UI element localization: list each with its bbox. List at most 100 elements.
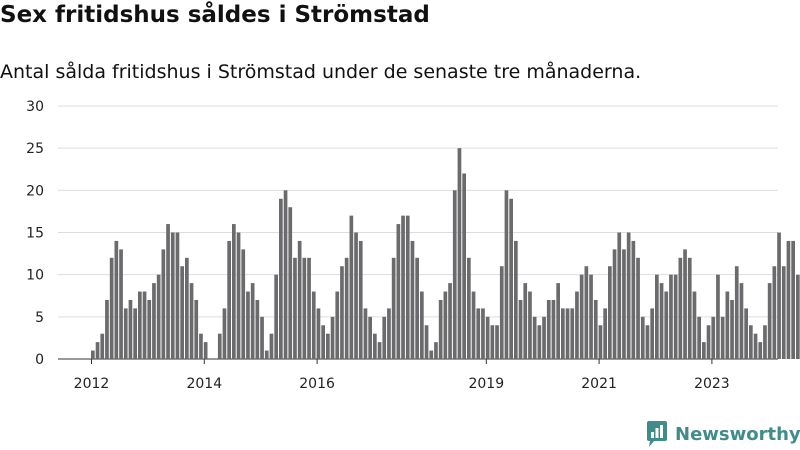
bar — [241, 249, 246, 359]
bar — [264, 350, 269, 359]
bar — [297, 240, 302, 359]
x-tick-label: 2016 — [299, 376, 335, 392]
bar — [481, 308, 485, 359]
bar — [692, 291, 697, 359]
bar — [326, 333, 330, 359]
bar — [565, 308, 570, 359]
bar — [617, 232, 622, 359]
bar — [476, 308, 481, 359]
bar — [166, 224, 170, 359]
bar — [302, 257, 307, 359]
bar — [387, 308, 391, 359]
bar — [401, 215, 405, 359]
bar — [786, 240, 791, 359]
bar — [358, 240, 363, 359]
bar — [438, 299, 443, 359]
bar — [373, 333, 377, 359]
bar — [626, 232, 631, 359]
bar — [175, 232, 180, 359]
bar — [142, 291, 147, 359]
bar — [236, 232, 241, 359]
bar — [203, 342, 208, 359]
bar — [415, 257, 419, 359]
bar — [222, 308, 227, 359]
bar — [490, 325, 495, 359]
bar — [598, 325, 603, 359]
bar — [147, 299, 152, 359]
bar — [194, 299, 199, 359]
y-tick-label: 25 — [26, 141, 44, 157]
bar — [330, 316, 335, 359]
bar — [138, 291, 142, 359]
bar — [697, 316, 701, 359]
bar — [185, 257, 189, 359]
bar — [744, 308, 748, 359]
bar — [636, 257, 640, 359]
bar — [180, 266, 184, 359]
bar — [767, 283, 772, 359]
bar — [528, 291, 532, 359]
bar — [702, 342, 706, 359]
bar — [556, 283, 560, 359]
bar — [246, 291, 250, 359]
bar — [593, 299, 598, 359]
bar — [749, 325, 753, 359]
bar — [288, 207, 293, 359]
x-tick-label: 2014 — [186, 376, 222, 392]
bar — [725, 291, 730, 359]
bar — [443, 291, 448, 359]
bar — [260, 316, 264, 359]
bar — [321, 325, 325, 359]
y-tick-label: 0 — [35, 352, 44, 368]
bar — [603, 308, 607, 359]
bar — [640, 316, 645, 359]
bar — [189, 283, 194, 359]
y-tick-label: 15 — [26, 226, 44, 242]
bar — [706, 325, 711, 359]
bar — [739, 283, 744, 359]
bar — [91, 350, 95, 359]
bar — [485, 316, 490, 359]
bar — [683, 249, 687, 359]
bar — [518, 299, 523, 359]
x-tick-label: 2012 — [74, 376, 110, 392]
bar — [763, 325, 767, 359]
bar — [734, 266, 739, 359]
bar — [504, 190, 509, 359]
bar — [631, 240, 636, 359]
x-tick-label: 2021 — [581, 376, 617, 392]
bar — [650, 308, 654, 359]
bar — [523, 283, 528, 359]
bar — [434, 342, 438, 359]
bar — [344, 257, 349, 359]
bar — [217, 333, 222, 359]
chart-title: Sex fritidshus såldes i Strömstad — [0, 2, 430, 28]
x-tick-label: 2023 — [694, 376, 730, 392]
bar — [340, 266, 344, 359]
bar — [546, 299, 551, 359]
bar — [471, 291, 476, 359]
bar — [669, 274, 673, 359]
newsworthy-logo-icon — [647, 421, 667, 447]
bar — [716, 274, 720, 359]
bar — [622, 249, 626, 359]
chart-subtitle: Antal sålda fritidshus i Strömstad under… — [0, 61, 642, 83]
bar — [123, 308, 128, 359]
bar — [612, 249, 617, 359]
bar — [274, 274, 278, 359]
bar — [537, 325, 542, 359]
bar — [368, 316, 372, 359]
bar — [645, 325, 650, 359]
bar — [579, 274, 584, 359]
bar — [452, 190, 457, 359]
bar — [791, 240, 795, 359]
bar — [584, 266, 589, 359]
bar — [659, 283, 664, 359]
bar — [730, 299, 734, 359]
bar — [133, 308, 137, 359]
bar — [532, 316, 537, 359]
bar — [514, 240, 518, 359]
bar — [377, 342, 382, 359]
bar — [796, 274, 800, 359]
bar — [424, 325, 429, 359]
